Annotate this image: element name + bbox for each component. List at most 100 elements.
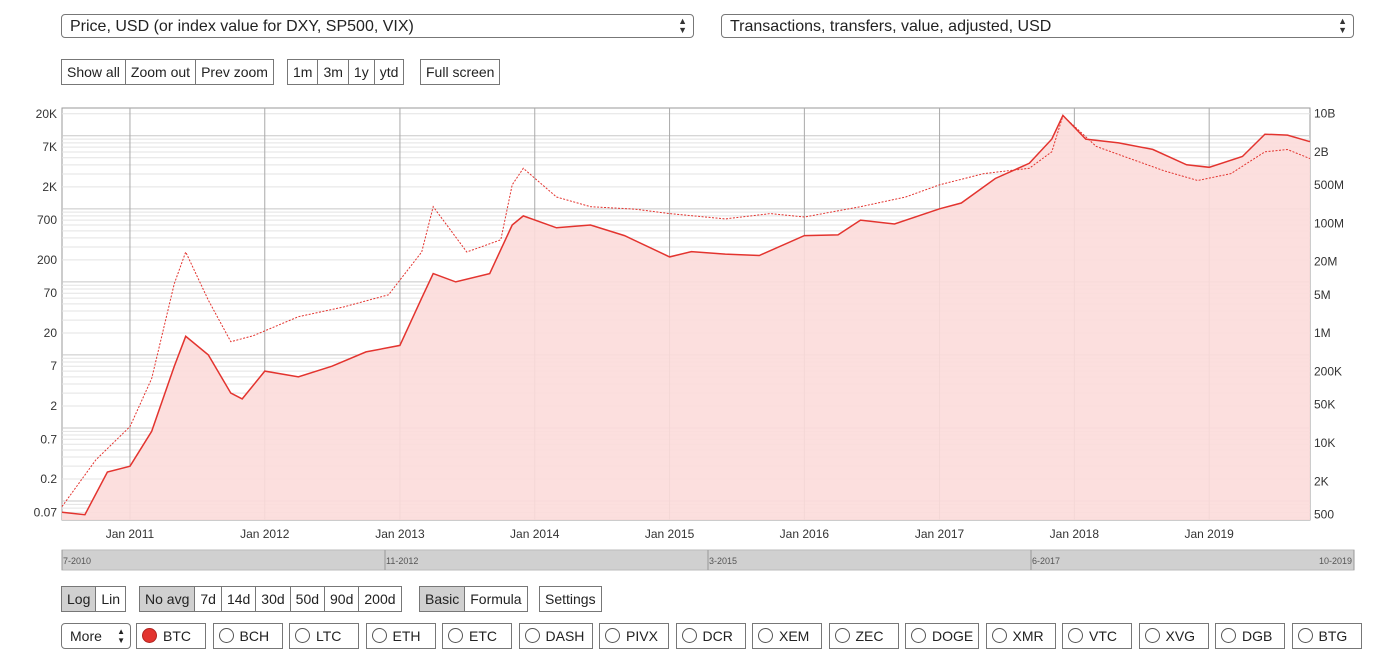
coin-label: XMR: [1012, 628, 1044, 644]
y-right-tick-label: 20M: [1314, 255, 1337, 269]
coin-option-doge[interactable]: DOGE: [905, 623, 979, 649]
range-ytd-button[interactable]: ytd: [373, 59, 405, 85]
basic-mode-button[interactable]: Basic: [419, 586, 466, 612]
coin-option-dash[interactable]: DASH: [518, 623, 593, 649]
avg-50d-button[interactable]: 50d: [289, 586, 326, 612]
coin-label: PIVX: [626, 628, 658, 644]
y-left-tick-label: 200: [37, 253, 57, 267]
coin-label: BTC: [163, 628, 191, 644]
fullscreen-group: Full screen: [420, 59, 501, 85]
radio-icon[interactable]: [991, 628, 1007, 643]
scale-button-group: Log Lin: [61, 586, 127, 612]
left-series-value: Price, USD (or index value for DXY, SP50…: [70, 18, 414, 35]
y-left-tick-label: 700: [37, 213, 57, 227]
y-left-tick-label: 0.7: [40, 432, 57, 446]
price-area: [62, 115, 1310, 521]
avg-30d-button[interactable]: 30d: [255, 586, 291, 612]
radio-icon[interactable]: [834, 628, 850, 643]
radio-icon[interactable]: [681, 628, 697, 643]
y-right-tick-label: 10B: [1314, 106, 1335, 120]
radio-icon[interactable]: [371, 628, 387, 643]
y-right-tick-label: 2B: [1314, 145, 1329, 159]
right-series-value: Transactions, transfers, value, adjusted…: [730, 18, 1052, 35]
chart-area-fill: [62, 115, 1310, 521]
coin-option-dgb[interactable]: DGB: [1215, 623, 1285, 649]
radio-icon[interactable]: [605, 628, 620, 643]
avg-200d-button[interactable]: 200d: [358, 586, 402, 612]
radio-icon[interactable]: [295, 628, 310, 643]
x-tick-label: Jan 2017: [915, 527, 965, 541]
lin-scale-button[interactable]: Lin: [95, 586, 127, 612]
range-3m-button[interactable]: 3m: [317, 59, 349, 85]
coin-label: BCH: [239, 628, 270, 644]
chart[interactable]: 20K 7K 2K 700 200 70 20 7 2 0.7 0.2 0.07 10B 2B 500M 10…: [0, 100, 1400, 575]
full-screen-button[interactable]: Full screen: [420, 59, 501, 85]
no-avg-button[interactable]: No avg: [139, 586, 196, 612]
y-left-tick-label: 7: [50, 359, 57, 373]
range-1y-button[interactable]: 1y: [347, 59, 375, 85]
radio-icon[interactable]: [1144, 628, 1160, 643]
coin-option-xem[interactable]: XEM: [752, 623, 822, 649]
x-tick-label: Jan 2014: [510, 527, 560, 541]
show-all-button[interactable]: Show all: [61, 59, 126, 85]
coin-label: DASH: [545, 628, 585, 644]
right-series-select[interactable]: Transactions, transfers, value, adjusted…: [721, 14, 1354, 38]
radio-icon[interactable]: [758, 628, 773, 643]
radio-icon[interactable]: [1221, 628, 1236, 643]
radio-icon[interactable]: [448, 628, 463, 643]
coin-option-xvg[interactable]: XVG: [1138, 623, 1209, 649]
coin-option-pivx[interactable]: PIVX: [599, 623, 669, 649]
coin-label: ETH: [392, 628, 421, 644]
coin-option-btg[interactable]: BTG: [1291, 623, 1362, 649]
avg-90d-button[interactable]: 90d: [324, 586, 360, 612]
y-left-tick-label: 70: [44, 286, 58, 300]
coin-label: VTC: [1089, 628, 1117, 644]
log-scale-button[interactable]: Log: [61, 586, 97, 612]
coin-option-dcr[interactable]: DCR: [675, 623, 746, 649]
radio-icon[interactable]: [524, 628, 540, 643]
y-left-tick-label: 0.2: [40, 472, 57, 486]
coin-label: DOGE: [932, 628, 974, 644]
radio-icon[interactable]: [218, 628, 234, 643]
y-left-tick-label: 7K: [42, 140, 57, 154]
range-1m-button[interactable]: 1m: [287, 59, 319, 85]
coin-option-ltc[interactable]: LTC: [289, 623, 359, 649]
price-line: [61, 114, 1311, 516]
x-tick-label: Jan 2011: [106, 527, 155, 541]
radio-icon[interactable]: [1068, 628, 1083, 643]
x-tick-label: Jan 2012: [240, 527, 290, 541]
y-right-tick-label: 50K: [1314, 398, 1335, 412]
y-left-tick-label: 2: [50, 399, 57, 413]
coin-option-bch[interactable]: BCH: [212, 623, 283, 649]
coin-label: DCR: [702, 628, 733, 644]
coin-option-zec[interactable]: ZEC: [828, 623, 899, 649]
settings-button[interactable]: Settings: [539, 586, 602, 612]
more-select-value: More: [70, 628, 102, 644]
coin-option-xmr[interactable]: XMR: [985, 623, 1056, 649]
y-right-tick-label: 2K: [1314, 475, 1329, 489]
coin-option-vtc[interactable]: VTC: [1062, 623, 1132, 649]
coin-option-eth[interactable]: ETH: [365, 623, 436, 649]
avg-14d-button[interactable]: 14d: [220, 586, 257, 612]
x-tick-label: Jan 2018: [1050, 527, 1100, 541]
coin-option-btc[interactable]: BTC: [136, 623, 206, 649]
coin-label: XVG: [1165, 628, 1196, 644]
coin-option-etc[interactable]: ETC: [442, 623, 512, 649]
navigator-label: 10-2019: [1319, 556, 1352, 566]
y-right-tick-label: 100M: [1314, 216, 1344, 230]
avg-7d-button[interactable]: 7d: [194, 586, 222, 612]
range-navigator: 7-2010 11-2012 3-2015 6-2017 10-2019: [61, 549, 1355, 571]
zoom-out-button[interactable]: Zoom out: [124, 59, 197, 85]
radio-icon[interactable]: [911, 628, 926, 643]
formula-mode-button[interactable]: Formula: [464, 586, 528, 612]
x-tick-label: Jan 2016: [780, 527, 830, 541]
avg-button-group: No avg 7d 14d 30d 50d 90d 200d: [139, 586, 402, 612]
settings-group: Settings: [539, 586, 602, 612]
left-series-select[interactable]: Price, USD (or index value for DXY, SP50…: [61, 14, 694, 38]
coin-label: ZEC: [855, 628, 884, 644]
radio-icon[interactable]: [142, 628, 157, 643]
more-coins-select[interactable]: More ▲ ▼: [61, 623, 131, 649]
radio-icon[interactable]: [1297, 628, 1313, 643]
range-button-group: 1m 3m 1y ytd: [287, 59, 405, 85]
prev-zoom-button[interactable]: Prev zoom: [195, 59, 274, 85]
